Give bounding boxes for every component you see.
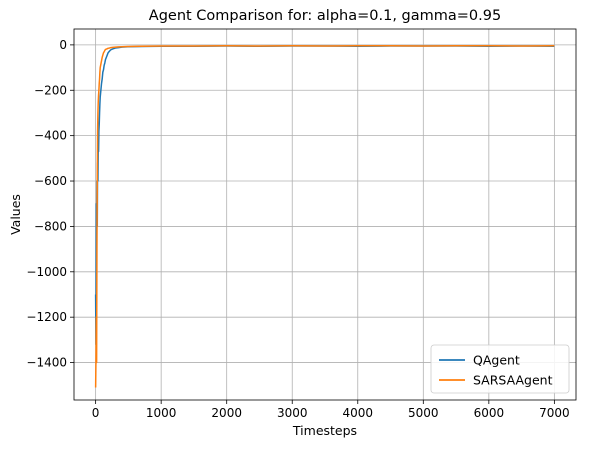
y-tick-label: −1200 <box>26 310 67 324</box>
ticks: 0 1000 2000 3000 4000 5000 6000 7000 0 −200 −400 −6… <box>26 38 569 420</box>
legend-label-qagent: QAgent <box>473 353 520 368</box>
y-axis-label: Values <box>8 194 23 235</box>
y-tick-label: 0 <box>59 38 67 52</box>
x-tick-label: 7000 <box>539 406 570 420</box>
x-tick-label: 5000 <box>408 406 439 420</box>
series-layer <box>94 45 555 388</box>
x-tick-label: 6000 <box>474 406 505 420</box>
y-tick-label: −200 <box>34 83 67 97</box>
x-tick-label: 1000 <box>146 406 177 420</box>
series-line-qagent <box>94 45 555 346</box>
y-tick-label: −400 <box>34 129 67 143</box>
series-line-sarsaagent <box>94 45 555 388</box>
legend-box <box>430 344 570 394</box>
x-tick-label: 3000 <box>277 406 308 420</box>
x-tick-label: 2000 <box>211 406 242 420</box>
x-tick-label: 4000 <box>342 406 373 420</box>
legend: QAgent SARSAAgent <box>430 344 570 394</box>
y-tick-label: −1400 <box>26 356 67 370</box>
x-tick-label: 0 <box>92 406 100 420</box>
y-tick-label: −1000 <box>26 265 67 279</box>
x-axis-label: Timesteps <box>292 423 357 438</box>
chart-title: Agent Comparison for: alpha=0.1, gamma=0… <box>149 8 501 24</box>
y-tick-label: −600 <box>34 174 67 188</box>
y-tick-label: −800 <box>34 219 67 233</box>
plot-frame <box>73 28 577 401</box>
grid <box>74 29 576 400</box>
legend-label-sarsaagent: SARSAAgent <box>473 373 553 388</box>
